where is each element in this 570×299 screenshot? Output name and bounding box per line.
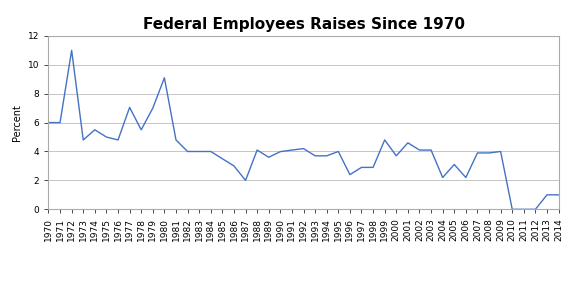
Y-axis label: Percent: Percent bbox=[13, 104, 22, 141]
Title: Federal Employees Raises Since 1970: Federal Employees Raises Since 1970 bbox=[142, 17, 465, 32]
